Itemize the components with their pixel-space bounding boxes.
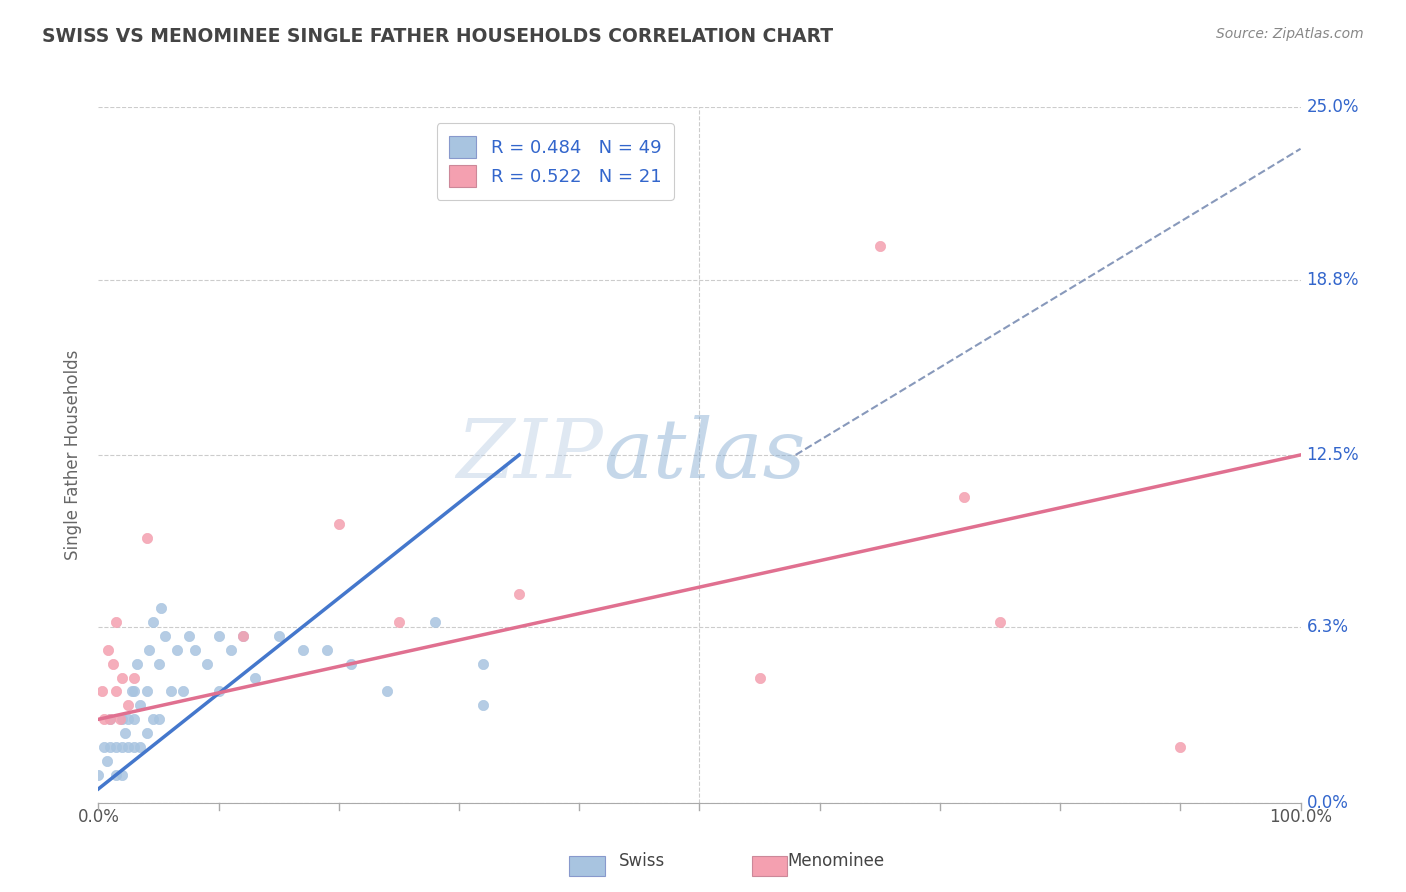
Point <box>149 601 172 615</box>
Point <box>101 657 124 671</box>
Point <box>87 768 110 782</box>
Point <box>111 671 134 685</box>
Text: ZIP: ZIP <box>457 415 603 495</box>
Point <box>93 740 115 755</box>
Point <box>96 754 118 768</box>
Point <box>267 629 290 643</box>
Text: atlas: atlas <box>603 415 806 495</box>
Point <box>472 698 495 713</box>
Point <box>148 712 170 726</box>
Point <box>869 239 891 253</box>
Point <box>472 657 495 671</box>
Point <box>423 615 446 629</box>
Point <box>388 615 411 629</box>
Text: Menominee: Menominee <box>787 852 884 870</box>
Point <box>117 740 139 755</box>
Point <box>114 726 136 740</box>
Point <box>105 615 128 629</box>
Point <box>111 712 134 726</box>
Point <box>195 657 218 671</box>
Point <box>124 740 146 755</box>
Point <box>232 629 254 643</box>
Point <box>135 684 157 698</box>
Point <box>315 642 337 657</box>
Point <box>172 684 194 698</box>
Y-axis label: Single Father Households: Single Father Households <box>65 350 83 560</box>
Point <box>129 740 152 755</box>
Point <box>105 740 128 755</box>
Point <box>183 642 205 657</box>
Point <box>508 587 530 601</box>
Text: SWISS VS MENOMINEE SINGLE FATHER HOUSEHOLDS CORRELATION CHART: SWISS VS MENOMINEE SINGLE FATHER HOUSEHO… <box>42 27 834 45</box>
Point <box>208 629 231 643</box>
Point <box>988 615 1011 629</box>
Point <box>138 642 160 657</box>
Point <box>105 768 128 782</box>
Point <box>129 698 152 713</box>
Point <box>91 684 114 698</box>
Point <box>328 517 350 532</box>
Text: Source: ZipAtlas.com: Source: ZipAtlas.com <box>1216 27 1364 41</box>
Point <box>953 490 976 504</box>
Point <box>135 532 157 546</box>
Point <box>208 684 231 698</box>
Point <box>159 684 181 698</box>
Text: 25.0%: 25.0% <box>1306 98 1360 116</box>
Point <box>97 642 120 657</box>
Point <box>108 712 131 726</box>
Point <box>125 657 148 671</box>
Point <box>124 684 146 698</box>
Point <box>340 657 363 671</box>
Point <box>291 642 314 657</box>
Point <box>177 629 200 643</box>
Point <box>100 712 122 726</box>
Point <box>232 629 254 643</box>
Point <box>111 768 134 782</box>
Point <box>375 684 398 698</box>
Point <box>100 712 122 726</box>
Text: 18.8%: 18.8% <box>1306 270 1360 289</box>
Point <box>748 671 770 685</box>
Point <box>117 712 139 726</box>
Point <box>141 615 163 629</box>
Point <box>93 712 115 726</box>
Point <box>219 642 242 657</box>
Point <box>166 642 188 657</box>
Point <box>243 671 266 685</box>
Point <box>124 671 146 685</box>
Text: 6.3%: 6.3% <box>1306 618 1348 637</box>
Point <box>111 740 134 755</box>
Text: 0.0%: 0.0% <box>1306 794 1348 812</box>
Point <box>124 712 146 726</box>
Point <box>100 740 122 755</box>
Point <box>117 698 139 713</box>
Legend: R = 0.484   N = 49, R = 0.522   N = 21: R = 0.484 N = 49, R = 0.522 N = 21 <box>436 123 673 200</box>
Point <box>121 684 143 698</box>
Text: 12.5%: 12.5% <box>1306 446 1360 464</box>
Point <box>141 712 163 726</box>
Point <box>153 629 176 643</box>
Point <box>105 684 128 698</box>
Point <box>1170 740 1192 755</box>
Point <box>592 45 614 59</box>
Point <box>148 657 170 671</box>
Text: Swiss: Swiss <box>619 852 665 870</box>
Point <box>135 726 157 740</box>
